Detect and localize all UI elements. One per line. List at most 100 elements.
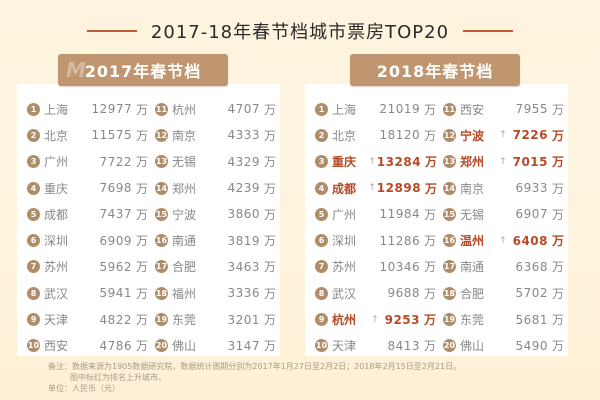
city-name: 福州 xyxy=(172,286,197,301)
rank-badge: 8 xyxy=(27,286,40,300)
rank-badge: 6 xyxy=(27,234,40,248)
unit-label: 万 xyxy=(264,313,277,328)
rank-badge: 10 xyxy=(315,339,328,353)
city-name: 重庆 xyxy=(44,181,69,196)
ranking-row: 19 东莞 3201 万 xyxy=(155,306,280,332)
city-name: 上海 xyxy=(44,102,69,117)
city-name: 佛山 xyxy=(460,339,485,354)
rank-badge: 19 xyxy=(155,313,168,327)
box-office-value: 7698 xyxy=(99,181,132,196)
city-name: 天津 xyxy=(332,339,357,354)
box-office-value: 3819 xyxy=(227,233,260,248)
city-name: 东莞 xyxy=(460,313,485,328)
city-name: 宁波 xyxy=(460,128,485,143)
unit-label: 万 xyxy=(136,207,149,222)
ranking-row: 7 苏州 5962 万 xyxy=(27,254,152,280)
box-office-value: 18120 xyxy=(379,128,421,143)
rank-up-arrow-icon: ↑ xyxy=(499,130,507,141)
box-office-value: 6408 xyxy=(512,233,548,248)
city-name: 武汉 xyxy=(44,286,69,301)
city-name: 郑州 xyxy=(172,181,197,196)
rank-up-arrow-icon: ↑ xyxy=(368,156,376,167)
rank-badge: 16 xyxy=(155,234,168,248)
unit-label: 万 xyxy=(136,155,149,170)
ranking-row: 20 佛山 5490 万 xyxy=(443,333,568,359)
unit-label: 万 xyxy=(552,234,565,249)
city-name: 北京 xyxy=(332,128,357,143)
page-title: 2017-18年春节档城市票房TOP20 xyxy=(150,22,450,43)
ranking-row: 9 杭州 ↑ 9253 万 xyxy=(315,306,440,332)
unit-label: 万 xyxy=(264,286,277,301)
unit-label: 万 xyxy=(424,128,437,143)
city-name: 南京 xyxy=(172,128,197,143)
city-name: 成都 xyxy=(44,207,69,222)
box-office-value: 11575 xyxy=(91,128,133,143)
ranking-row: 20 佛山 3147 万 xyxy=(155,333,280,359)
ranking-row: 15 无锡 6907 万 xyxy=(443,201,568,227)
box-office-value: 3336 xyxy=(227,286,260,301)
box-office-value: 4707 xyxy=(227,102,260,117)
city-name: 杭州 xyxy=(172,102,197,117)
unit-label: 万 xyxy=(264,102,277,117)
box-office-value: 5681 xyxy=(515,312,548,327)
city-name: 成都 xyxy=(332,181,357,196)
box-office-value: 7437 xyxy=(99,207,132,222)
rank-badge: 4 xyxy=(315,181,328,195)
ranking-row: 14 郑州 4239 万 xyxy=(155,175,280,201)
city-name: 西安 xyxy=(460,102,485,117)
rank-badge: 16 xyxy=(443,234,456,248)
city-name: 上海 xyxy=(332,102,357,117)
city-name: 重庆 xyxy=(332,155,357,170)
box-office-value: 7955 xyxy=(515,102,548,117)
unit-label: 万 xyxy=(136,260,149,275)
unit-label: 万 xyxy=(136,102,149,117)
unit-label: 万 xyxy=(264,234,277,249)
unit-label: 万 xyxy=(552,155,565,170)
ranking-row: 4 成都 ↑ 12898 万 xyxy=(315,175,440,201)
ranking-row: 10 天津 8413 万 xyxy=(315,333,440,359)
ranking-row: 9 天津 4822 万 xyxy=(27,306,152,332)
unit-label: 万 xyxy=(552,181,565,196)
title-divider-right xyxy=(463,30,514,32)
unit-label: 万 xyxy=(264,128,277,143)
rank-badge: 9 xyxy=(27,313,40,327)
rank-badge: 3 xyxy=(315,155,328,169)
ranking-row: 18 合肥 5702 万 xyxy=(443,280,568,306)
ranking-row: 2 北京 18120 万 xyxy=(315,122,440,148)
city-name: 北京 xyxy=(44,128,69,143)
rank-badge: 15 xyxy=(443,207,456,221)
ranking-row: 7 苏州 10346 万 xyxy=(315,254,440,280)
city-name: 深圳 xyxy=(332,234,357,249)
box-office-value: 5962 xyxy=(99,259,132,274)
unit-label: 万 xyxy=(264,155,277,170)
city-name: 东莞 xyxy=(172,313,197,328)
unit-label: 万 xyxy=(552,286,565,301)
unit-label: 万 xyxy=(552,207,565,222)
ranking-row: 4 重庆 7698 万 xyxy=(27,175,152,201)
rank-badge: 10 xyxy=(27,339,40,353)
rank-badge: 14 xyxy=(155,181,168,195)
rank-badge: 1 xyxy=(315,102,328,116)
city-name: 苏州 xyxy=(44,260,69,275)
box-office-value: 13284 xyxy=(376,154,422,169)
ranking-row: 14 南京 6933 万 xyxy=(443,175,568,201)
ranking-row: 3 广州 7722 万 xyxy=(27,149,152,175)
box-office-value: 4786 xyxy=(99,338,132,353)
rank-badge: 1 xyxy=(27,102,40,116)
city-name: 苏州 xyxy=(332,260,357,275)
box-office-value: 4239 xyxy=(227,181,260,196)
rank-badge: 17 xyxy=(443,260,456,274)
unit-label: 万 xyxy=(425,181,438,196)
ranking-row: 11 杭州 4707 万 xyxy=(155,96,280,122)
rank-badge: 20 xyxy=(155,339,168,353)
rank-up-arrow-icon: ↑ xyxy=(499,235,507,246)
title-divider-left xyxy=(86,30,137,32)
ranking-row: 13 郑州 ↑ 7015 万 xyxy=(443,149,568,175)
panel-header-2018: 2018年春节档 xyxy=(350,54,520,86)
unit-label: 万 xyxy=(424,207,437,222)
city-name: 合肥 xyxy=(460,286,485,301)
rank-badge: 2 xyxy=(27,128,40,142)
rank-badge: 18 xyxy=(443,286,456,300)
ranking-row: 6 深圳 11286 万 xyxy=(315,227,440,253)
rank-badge: 3 xyxy=(27,155,40,169)
